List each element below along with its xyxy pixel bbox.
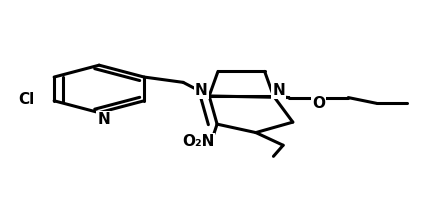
Text: Cl: Cl [19,92,35,107]
Text: N: N [272,83,285,99]
Text: O: O [312,96,325,111]
Text: N: N [97,112,110,127]
Text: O₂N: O₂N [182,134,214,149]
Text: N: N [195,83,208,99]
